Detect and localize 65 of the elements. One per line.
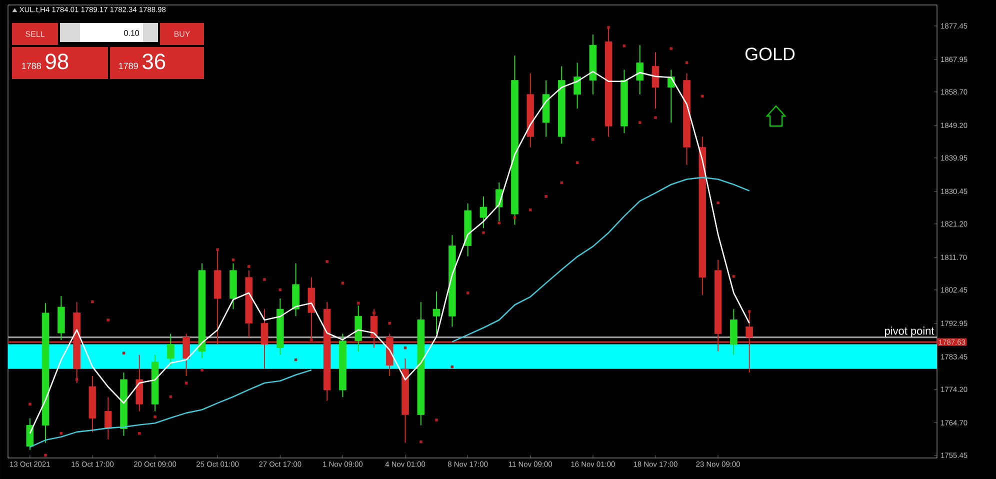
- candlestick: [104, 396, 112, 440]
- candlestick: [370, 308, 378, 348]
- point: [388, 322, 392, 325]
- annotation: 36: [142, 54, 166, 70]
- annotation: 1788: [22, 62, 41, 70]
- point: [622, 44, 626, 48]
- point: [544, 195, 548, 198]
- candlestick: [652, 52, 660, 109]
- point: [701, 94, 704, 98]
- point: [44, 454, 47, 457]
- candlestick: [182, 333, 190, 376]
- annotation: GOLD: [746, 48, 795, 60]
- point: [420, 440, 422, 444]
- point: [435, 418, 438, 422]
- point: [654, 116, 657, 120]
- point: [122, 352, 126, 354]
- point: [247, 265, 250, 268]
- point: [592, 138, 594, 141]
- point: [450, 365, 454, 368]
- point: [372, 312, 376, 314]
- point: [294, 358, 298, 362]
- point: [685, 61, 688, 64]
- annotation: 1789: [119, 62, 138, 70]
- point: [75, 378, 78, 381]
- candlestick: [26, 418, 34, 450]
- point: [310, 338, 313, 342]
- point: [356, 302, 360, 305]
- point: [232, 258, 235, 262]
- point: [732, 274, 736, 278]
- annotation: pivot point: [884, 326, 934, 337]
- point: [748, 310, 751, 313]
- point: [263, 278, 266, 281]
- point: [482, 231, 485, 234]
- point: [670, 47, 673, 50]
- candlestick: [636, 44, 644, 95]
- annotation: 98: [46, 54, 68, 70]
- point: [638, 121, 642, 124]
- point: [607, 26, 610, 29]
- point: [60, 432, 63, 435]
- point: [716, 201, 720, 204]
- point: [326, 260, 328, 263]
- point: [28, 402, 32, 406]
- point: [404, 346, 407, 350]
- point: [200, 368, 204, 372]
- point: [576, 161, 579, 164]
- candlestick: [746, 312, 753, 373]
- point: [138, 432, 141, 435]
- point: [466, 292, 470, 294]
- point: [513, 216, 516, 219]
- candlestick: [260, 308, 268, 370]
- point: [169, 395, 172, 398]
- candlestick: [574, 62, 581, 109]
- point: [560, 181, 564, 184]
- candlestick: [167, 333, 174, 366]
- point: [528, 208, 532, 212]
- point: [498, 221, 500, 224]
- point: [341, 282, 344, 284]
- point: [216, 248, 219, 252]
- candlestick: [480, 196, 488, 229]
- candlestick: [432, 290, 440, 334]
- point: [106, 318, 110, 322]
- point: [278, 288, 282, 292]
- point: [154, 415, 156, 418]
- point: [184, 382, 188, 384]
- point: [91, 300, 94, 304]
